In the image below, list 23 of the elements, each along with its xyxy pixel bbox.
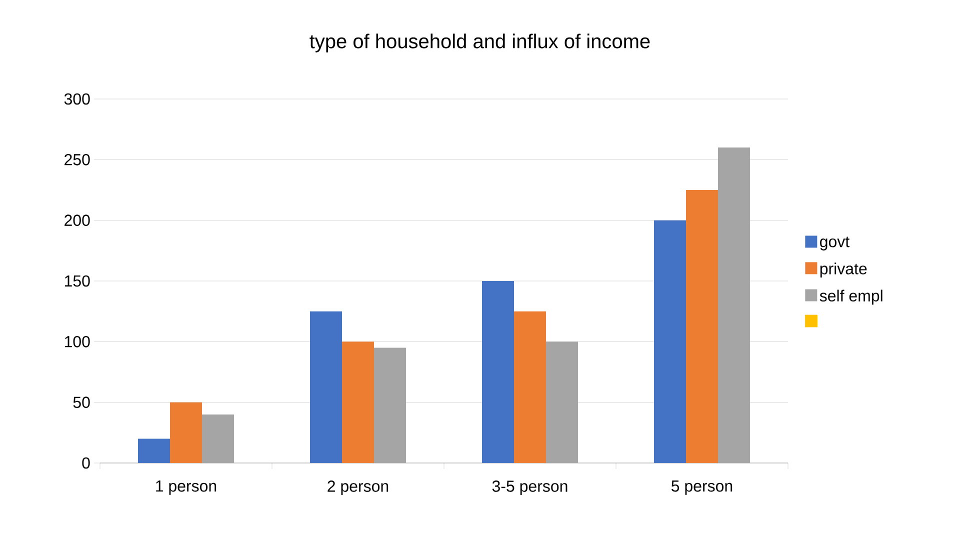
bar (342, 342, 374, 463)
legend-label: govt (820, 236, 850, 250)
bar (170, 402, 202, 463)
bar (514, 311, 546, 463)
y-tick-label: 250 (64, 154, 90, 166)
y-tick-label: 0 (82, 457, 90, 469)
bar (310, 311, 342, 463)
bar (138, 438, 170, 463)
legend-label: private (820, 262, 867, 278)
x-tick-label: 1 person (156, 480, 216, 495)
x-tick-label: 2 person (328, 480, 388, 496)
y-tick-label: 300 (64, 93, 90, 105)
bar (654, 220, 686, 463)
chart-title: type of household and influx of income (310, 34, 650, 52)
x-tick-label: 3-5 person (492, 480, 568, 496)
y-tick-label: 150 (64, 275, 90, 287)
y-tick-label: 100 (64, 336, 90, 348)
bar (686, 190, 718, 463)
bar (482, 280, 514, 463)
x-tick-label: 5 person (672, 480, 732, 495)
y-tick-label: 50 (73, 396, 90, 408)
y-tick-label: 200 (64, 214, 90, 226)
legend-label: self empl (820, 290, 882, 305)
